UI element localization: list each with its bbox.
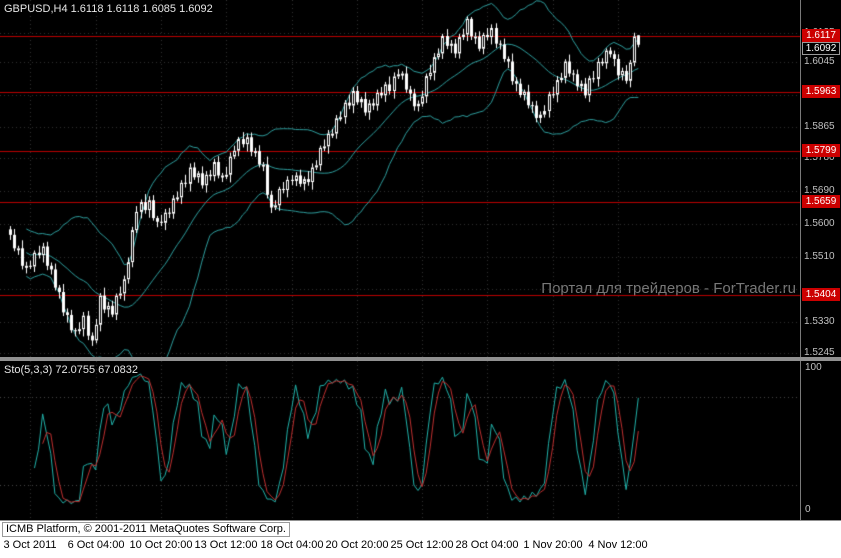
stochastic-label: Sto(5,3,3) 72.0755 67.0832: [4, 364, 138, 376]
time-axis-label: 25 Oct 12:00: [390, 539, 454, 551]
oscillator-scale-max: 100: [805, 362, 822, 373]
footer-divider: [0, 520, 841, 521]
price-axis-label: 1.5690: [804, 185, 835, 196]
level-price-badge: 1.6117: [802, 29, 840, 42]
current-price-badge: 1.6092: [802, 42, 840, 55]
time-axis-label: 10 Oct 20:00: [129, 539, 193, 551]
price-axis-label: 1.6045: [804, 56, 835, 67]
time-axis-label: 1 Nov 20:00: [523, 539, 583, 551]
price-axis-label: 1.5510: [804, 251, 835, 262]
level-price-badge: 1.5404: [802, 288, 840, 301]
price-axis-label: 1.5600: [804, 218, 835, 229]
level-price-badge: 1.5963: [802, 85, 840, 98]
time-axis-label: 20 Oct 20:00: [325, 539, 389, 551]
time-axis: ICMB Platform, © 2001-2011 MetaQuotes So…: [0, 521, 841, 558]
price-axis-label: 1.5245: [804, 347, 835, 358]
level-price-badge: 1.5659: [802, 195, 840, 208]
chart-ohlc-title: GBPUSD,H4 1.6118 1.6118 1.6085 1.6092: [4, 3, 213, 15]
pane-divider[interactable]: [0, 357, 841, 361]
price-axis-label: 1.5780: [804, 152, 835, 163]
time-axis-label: 6 Oct 04:00: [67, 539, 125, 551]
time-axis-label: 18 Oct 04:00: [260, 539, 324, 551]
time-axis-label: 4 Nov 12:00: [588, 539, 648, 551]
level-price-badge: 1.5799: [802, 144, 840, 157]
price-axis-label: 1.5330: [804, 316, 835, 327]
time-axis-label: 28 Oct 04:00: [455, 539, 519, 551]
time-axis-label: 13 Oct 12:00: [194, 539, 258, 551]
price-scale: 100 0 1.61251.60451.58651.57801.56901.56…: [800, 0, 841, 521]
copyright: ICMB Platform, © 2001-2011 MetaQuotes So…: [2, 522, 290, 537]
oscillator-scale-min: 0: [805, 504, 811, 515]
price-axis-label: 1.5865: [804, 121, 835, 132]
time-axis-label: 3 Oct 2011: [3, 539, 57, 551]
